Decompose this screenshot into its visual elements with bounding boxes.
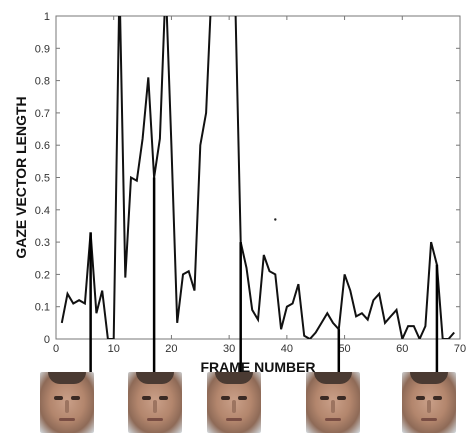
face-mouth	[421, 418, 437, 421]
face-hair	[215, 372, 253, 384]
face-eye-r	[238, 396, 247, 400]
x-tick-label: 40	[281, 343, 293, 355]
face-thumbnail-icon	[402, 372, 456, 433]
y-tick-label: 0.6	[35, 140, 50, 152]
y-tick-label: 0.1	[35, 302, 50, 314]
x-tick-label: 0	[53, 343, 59, 355]
face-nose	[232, 400, 236, 413]
y-tick-label: 0.3	[35, 237, 50, 249]
stray-point-group	[274, 218, 277, 221]
face-nose	[427, 400, 431, 413]
series-line	[60, 16, 455, 339]
x-tick-label: 50	[338, 343, 350, 355]
face-eye-r	[337, 396, 346, 400]
face-eye-l	[54, 396, 63, 400]
y-axis-ticks: 0 0.1 0.2 0.3 0.4 0.5 0.6 0.7 0.8 0.9 1	[35, 11, 460, 346]
face-eye-r	[159, 396, 168, 400]
face-thumbnail-icon	[40, 372, 94, 433]
y-tick-label: 0.5	[35, 173, 50, 185]
face-eye-l	[320, 396, 329, 400]
face-mouth	[59, 418, 75, 421]
y-axis-title: GAZE VECTOR LENGTH	[13, 96, 29, 258]
face-nose	[331, 400, 335, 413]
face-eye-l	[416, 396, 425, 400]
y-tick-label: 0.9	[35, 43, 50, 55]
stray-point	[274, 218, 277, 221]
x-tick-label: 20	[165, 343, 177, 355]
face-mouth	[325, 418, 341, 421]
face-eye-r	[71, 396, 80, 400]
y-tick-label: 1	[44, 11, 50, 23]
x-tick-label: 60	[396, 343, 408, 355]
face-hair	[410, 372, 448, 384]
y-tick-label: 0.4	[35, 205, 50, 217]
y-tick-label: 0.8	[35, 76, 50, 88]
face-hair	[136, 372, 174, 384]
face-nose	[65, 400, 69, 413]
face-nose	[153, 400, 157, 413]
y-tick-label: 0	[44, 334, 50, 346]
face-mouth	[147, 418, 163, 421]
x-tick-label: 30	[223, 343, 235, 355]
face-thumbnail-icon	[306, 372, 360, 433]
face-eye-r	[433, 396, 442, 400]
y-tick-label: 0.2	[35, 269, 50, 281]
face-thumbnail-icon	[128, 372, 182, 433]
x-tick-label: 10	[108, 343, 120, 355]
face-eye-l	[142, 396, 151, 400]
x-tick-label: 70	[454, 343, 466, 355]
face-hair	[48, 372, 86, 384]
x-axis-title: FRAME NUMBER	[200, 359, 315, 375]
face-thumbnail-icon	[207, 372, 261, 433]
y-tick-label: 0.7	[35, 108, 50, 120]
x-axis-ticks: 0 10 20 30 40 50 60 70	[53, 16, 466, 355]
face-hair	[314, 372, 352, 384]
face-mouth	[226, 418, 242, 421]
face-eye-l	[221, 396, 230, 400]
